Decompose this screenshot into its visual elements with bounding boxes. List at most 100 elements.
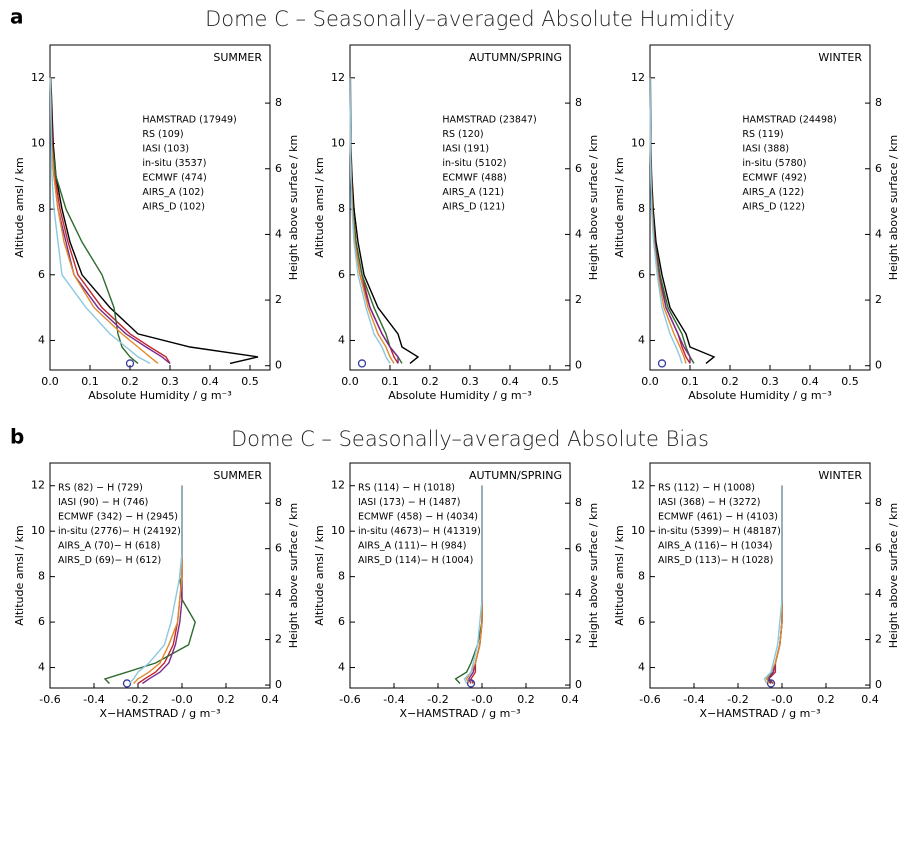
data-point xyxy=(466,679,476,688)
y-axis-label: Altitude amsl / km xyxy=(613,525,626,626)
data-line xyxy=(649,77,687,364)
x-tick-label: 0.0 xyxy=(341,375,359,388)
x-tick-label: 0.2 xyxy=(121,375,139,388)
legend-entry: in-situ (5780) xyxy=(742,158,806,169)
y-tick-label: 12 xyxy=(631,71,645,84)
legend-entry: RS (82) − H (729) xyxy=(58,482,143,493)
y-tick-label: 6 xyxy=(638,268,645,281)
y2-axis-label: Height above surface / km xyxy=(887,503,900,649)
y-tick-label: 4 xyxy=(38,661,45,674)
panel-label: b xyxy=(10,425,24,449)
legend-entry: IASI (173) − H (1487) xyxy=(358,497,460,508)
y-tick-label: 4 xyxy=(38,333,45,346)
plot-frame xyxy=(649,44,871,371)
y-axis-label: Altitude amsl / km xyxy=(313,157,326,258)
data-line xyxy=(49,77,159,364)
x-tick-label: 0.2 xyxy=(217,693,235,706)
x-axis-label: Absolute Humidity / g m⁻³ xyxy=(88,389,232,402)
x-tick-label: 0.4 xyxy=(261,693,279,706)
legend-entry: AIRS_A (121) xyxy=(442,187,504,198)
legend-entry: in-situ (4673)− H (41319) xyxy=(358,526,481,537)
x-tick-label: 0.3 xyxy=(761,375,779,388)
y2-tick-label: 4 xyxy=(575,587,582,600)
legend-entry: ECMWF (461) − H (4103) xyxy=(658,511,778,522)
y2-tick-label: 0 xyxy=(275,678,282,691)
y2-tick-label: 6 xyxy=(875,542,882,555)
legend-entry: IASI (103) xyxy=(142,143,189,154)
panel-title: AUTUMN/SPRING xyxy=(469,469,562,482)
x-tick-label: 0.4 xyxy=(201,375,219,388)
x-axis-label: X−HAMSTRAD / g m⁻³ xyxy=(399,707,520,720)
legend-entry: AIRS_A (102) xyxy=(142,187,204,198)
x-tick-label: 0.2 xyxy=(721,375,739,388)
y-tick-label: 12 xyxy=(631,479,645,492)
panel-title: WINTER xyxy=(818,51,862,64)
y2-tick-label: 4 xyxy=(575,227,582,240)
x-tick-label: -0.6 xyxy=(639,693,660,706)
x-tick-label: 0.3 xyxy=(461,375,479,388)
y-tick-label: 6 xyxy=(338,615,345,628)
x-tick-label: 0.4 xyxy=(501,375,519,388)
x-tick-label: -0.2 xyxy=(727,693,748,706)
x-axis-label: X−HAMSTRAD / g m⁻³ xyxy=(99,707,220,720)
y2-tick-label: 8 xyxy=(575,496,582,509)
legend-entry: ECMWF (488) xyxy=(442,172,506,183)
panel-title: AUTUMN/SPRING xyxy=(469,51,562,64)
y2-tick-label: 6 xyxy=(875,162,882,175)
y2-tick-label: 4 xyxy=(875,587,882,600)
legend-entry: in-situ (5399)− H (48187) xyxy=(658,526,781,537)
y2-tick-label: 8 xyxy=(275,496,282,509)
legend-entry: RS (112) − H (1008) xyxy=(658,482,755,493)
legend-entry: RS (114) − H (1018) xyxy=(358,482,455,493)
panel-label: a xyxy=(10,5,24,29)
legend-entry: AIRS_D (114)− H (1004) xyxy=(358,555,473,566)
group-title: Dome C – Seasonally–averaged Absolute Hu… xyxy=(205,7,735,31)
y-tick-label: 10 xyxy=(631,136,645,149)
legend-entry: AIRS_D (69)− H (612) xyxy=(58,555,161,566)
y-tick-label: 10 xyxy=(31,524,45,537)
x-tick-label: 0.3 xyxy=(161,375,179,388)
plot-frame xyxy=(349,44,571,371)
y-tick-label: 8 xyxy=(338,202,345,215)
data-line xyxy=(49,77,151,365)
legend-entry: IASI (90) − H (746) xyxy=(58,497,148,508)
x-tick-label: 0.1 xyxy=(681,375,699,388)
x-tick-label: -0.4 xyxy=(683,693,704,706)
y-tick-label: 8 xyxy=(638,570,645,583)
y2-tick-label: 2 xyxy=(875,293,882,306)
data-line xyxy=(349,77,420,364)
legend-entry: ECMWF (458) − H (4034) xyxy=(358,511,478,522)
legend-entry: HAMSTRAD (24498) xyxy=(742,114,836,125)
x-axis-label: Absolute Humidity / g m⁻³ xyxy=(388,389,532,402)
data-line xyxy=(649,77,716,364)
x-tick-label: 0.5 xyxy=(241,375,259,388)
legend-entry: IASI (388) xyxy=(742,143,789,154)
y2-tick-label: 2 xyxy=(575,633,582,646)
legend-entry: AIRS_A (111)− H (984) xyxy=(358,540,466,551)
legend-entry: RS (119) xyxy=(742,129,783,140)
x-tick-label: -0.4 xyxy=(83,693,104,706)
x-tick-label: 0.4 xyxy=(561,693,579,706)
y-axis-label: Altitude amsl / km xyxy=(613,157,626,258)
y-tick-label: 4 xyxy=(638,333,645,346)
y2-tick-label: 2 xyxy=(275,633,282,646)
y-tick-label: 10 xyxy=(331,136,345,149)
x-tick-label: -0.2 xyxy=(127,693,148,706)
y2-tick-label: 8 xyxy=(875,96,882,109)
y2-tick-label: 8 xyxy=(875,496,882,509)
legend-entry: ECMWF (342) − H (2945) xyxy=(58,511,178,522)
y2-tick-label: 6 xyxy=(575,542,582,555)
legend-entry: in-situ (5102) xyxy=(442,158,506,169)
x-tick-label: 0.2 xyxy=(421,375,439,388)
y2-axis-label: Height above surface / km xyxy=(887,135,900,281)
legend-entry: RS (109) xyxy=(142,129,183,140)
group-title: Dome C – Seasonally–averaged Absolute Bi… xyxy=(231,427,709,451)
legend-entry: ECMWF (474) xyxy=(142,172,206,183)
y2-axis-label: Height above surface / km xyxy=(587,135,600,281)
x-tick-label: -0.0 xyxy=(171,693,192,706)
y2-tick-label: 2 xyxy=(575,293,582,306)
data-point xyxy=(766,679,776,688)
legend-entry: in-situ (2776)− H (24192) xyxy=(58,526,181,537)
data-line xyxy=(463,485,483,684)
